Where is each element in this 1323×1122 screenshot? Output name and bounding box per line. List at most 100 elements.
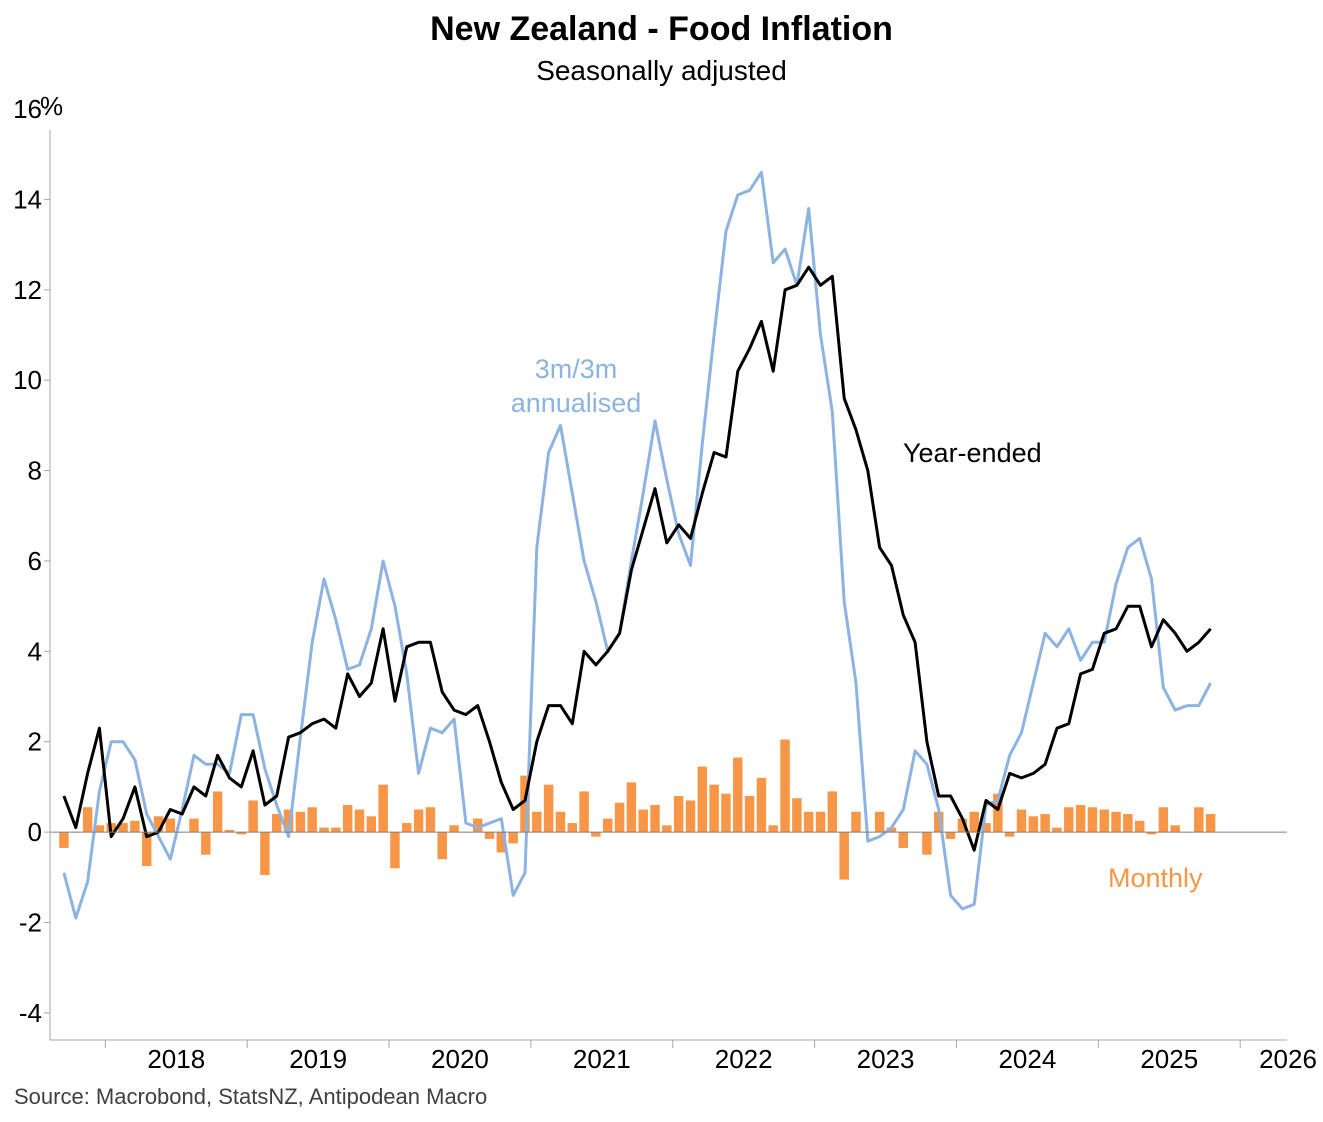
monthly-bar: [165, 818, 176, 833]
source-note: Source: Macrobond, StatsNZ, Antipodean M…: [14, 1084, 488, 1109]
monthly-bar: [201, 832, 211, 855]
monthly-bar: [803, 811, 814, 833]
y-tick-label: 2: [28, 727, 42, 757]
monthly-bar: [472, 818, 483, 833]
x-year-label: 2020: [431, 1044, 489, 1074]
monthly-bar: [543, 784, 554, 833]
monthly-bar: [1016, 809, 1027, 833]
monthly-bar: [934, 811, 944, 833]
y-tick-label: -2: [19, 908, 42, 938]
monthly-bar: [945, 832, 956, 839]
monthly-bar: [1028, 816, 1039, 833]
monthly-bar: [1170, 825, 1180, 833]
monthly-bar: [354, 809, 365, 833]
x-year-label: 2023: [857, 1044, 915, 1074]
monthly-bar: [1123, 814, 1133, 833]
monthly-bar: [579, 791, 589, 833]
series-labels: 3m/3m annualised Year-ended Monthly: [511, 354, 1203, 893]
year-ended-annotation: Year-ended: [903, 438, 1042, 468]
monthly-bar: [638, 809, 648, 833]
x-year-label: 2019: [289, 1044, 347, 1074]
monthly-annotation: Monthly: [1108, 863, 1203, 893]
x-year-label: 2018: [147, 1044, 205, 1074]
monthly-bar: [508, 832, 518, 844]
monthly-bar: [1075, 805, 1086, 833]
three-month-annualised-line: [62, 170, 1212, 920]
monthly-bar: [496, 832, 507, 853]
x-year-label: 2026: [1259, 1044, 1317, 1074]
three-month-annotation-line2: annualised: [511, 388, 642, 418]
monthly-bar: [1052, 827, 1062, 833]
monthly-bar: [1194, 807, 1204, 833]
monthly-bar: [390, 832, 400, 869]
monthly-bar: [1064, 807, 1074, 833]
monthly-bar: [449, 825, 459, 833]
monthly-bar: [141, 832, 152, 867]
monthly-bar: [260, 832, 270, 876]
three-month-annotation-line1: 3m/3m: [535, 354, 618, 384]
monthly-bar: [697, 766, 708, 833]
monthly-bar: [993, 793, 1003, 833]
y-tick-label: 16: [13, 94, 42, 124]
monthly-bar: [366, 816, 377, 833]
monthly-bar: [532, 811, 542, 833]
monthly-bar: [957, 818, 968, 833]
monthly-bar: [82, 807, 93, 833]
monthly-bar: [603, 818, 613, 833]
monthly-bar: [153, 816, 164, 833]
monthly-bar: [1040, 814, 1050, 833]
y-tick-label: -4: [19, 998, 42, 1028]
monthly-bar: [981, 823, 991, 833]
monthly-bar: [224, 829, 235, 833]
monthly-bar: [283, 809, 294, 833]
y-unit-label: %: [40, 91, 63, 121]
monthly-bar: [650, 805, 660, 833]
monthly-bar: [721, 793, 731, 833]
x-year-label: 2022: [715, 1044, 773, 1074]
monthly-bar: [1146, 832, 1157, 835]
monthly-bar: [248, 800, 258, 833]
monthly-bar: [1087, 807, 1098, 833]
monthly-bar: [662, 825, 672, 833]
y-tick-label: 14: [13, 184, 42, 214]
monthly-bar: [130, 820, 140, 833]
monthly-bar: [922, 832, 932, 855]
monthly-bar: [413, 809, 424, 833]
monthly-bar: [425, 807, 436, 833]
y-tick-label: 6: [28, 546, 42, 576]
chart-subtitle: Seasonally adjusted: [536, 55, 787, 86]
monthly-bar: [827, 791, 838, 833]
monthly-bar: [307, 807, 317, 833]
monthly-bar: [733, 757, 743, 833]
monthly-bar: [331, 827, 341, 833]
monthly-bar: [815, 811, 826, 833]
monthly-bar: [1158, 807, 1169, 833]
series-lines: [62, 170, 1212, 920]
y-tick-label: 10: [13, 365, 42, 395]
x-year-label: 2025: [1140, 1044, 1198, 1074]
monthly-bar: [591, 832, 601, 837]
chart-title: New Zealand - Food Inflation: [430, 10, 893, 48]
monthly-bar: [744, 795, 755, 833]
monthly-bar: [792, 798, 802, 833]
monthly-bar: [59, 832, 69, 848]
monthly-bar: [780, 739, 790, 833]
y-tick-label: 12: [13, 275, 42, 305]
monthly-bar: [673, 795, 684, 833]
monthly-bar: [886, 827, 897, 833]
monthly-bar: [685, 800, 696, 833]
monthly-bar: [756, 777, 767, 833]
y-tick-label: 8: [28, 456, 42, 486]
monthly-bars: [59, 739, 1216, 880]
monthly-bar: [319, 827, 329, 833]
monthly-bar: [1134, 820, 1145, 833]
monthly-bar: [1004, 832, 1015, 837]
monthly-bar: [94, 825, 105, 833]
y-tick-label: 4: [28, 636, 42, 666]
monthly-bar: [520, 775, 530, 833]
monthly-bar: [484, 832, 495, 839]
monthly-bar: [1111, 811, 1121, 833]
monthly-bar: [295, 811, 306, 833]
monthly-bar: [626, 782, 637, 833]
monthly-bar: [236, 832, 247, 835]
